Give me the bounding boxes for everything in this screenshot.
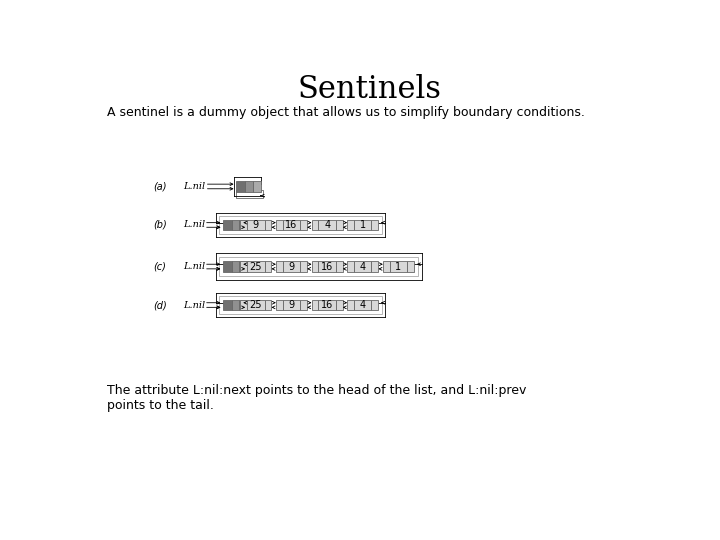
Text: 16: 16	[285, 220, 297, 230]
Bar	[354, 261, 372, 272]
Bar	[276, 220, 283, 231]
Text: 1: 1	[395, 261, 402, 272]
Text: (c): (c)	[153, 261, 166, 272]
Bar	[264, 220, 271, 231]
Bar	[372, 220, 378, 231]
Bar	[245, 181, 253, 192]
Bar	[247, 261, 264, 272]
Bar	[223, 300, 232, 310]
Text: L.nil: L.nil	[183, 301, 205, 309]
Bar	[240, 300, 247, 310]
Text: 25: 25	[250, 300, 262, 310]
Bar	[312, 261, 318, 272]
Bar	[300, 300, 307, 310]
Text: 4: 4	[360, 261, 366, 272]
Text: 4: 4	[360, 300, 366, 310]
Text: Sentinels: Sentinels	[297, 74, 441, 105]
Bar	[354, 220, 372, 231]
Text: L.nil: L.nil	[183, 262, 205, 271]
Bar	[232, 261, 240, 272]
Text: 16: 16	[321, 300, 333, 310]
Text: (b): (b)	[153, 220, 166, 230]
Bar	[240, 261, 248, 272]
Bar	[223, 261, 232, 272]
Bar	[283, 220, 300, 231]
Bar	[354, 300, 372, 310]
Bar	[336, 220, 343, 231]
Text: 9: 9	[289, 300, 294, 310]
Text: 9: 9	[289, 261, 294, 272]
Text: 1: 1	[360, 220, 366, 230]
Bar	[240, 261, 247, 272]
Bar	[247, 220, 264, 231]
Text: (a): (a)	[153, 181, 166, 192]
Bar	[407, 261, 414, 272]
Bar	[283, 261, 300, 272]
Text: 16: 16	[321, 261, 333, 272]
Bar	[276, 261, 283, 272]
Bar	[336, 300, 343, 310]
Bar	[220, 257, 418, 276]
Bar	[264, 261, 271, 272]
Text: A sentinel is a dummy object that allows us to simplify boundary conditions.: A sentinel is a dummy object that allows…	[107, 106, 585, 119]
Bar	[336, 261, 343, 272]
Bar	[312, 300, 318, 310]
Bar	[240, 220, 248, 231]
Bar	[372, 300, 378, 310]
Text: 9: 9	[253, 220, 259, 230]
Bar	[247, 300, 264, 310]
Bar	[253, 181, 261, 192]
Bar	[264, 300, 271, 310]
Bar	[372, 261, 378, 272]
Bar	[232, 300, 240, 310]
Bar	[240, 220, 247, 231]
Bar	[220, 296, 382, 314]
Bar	[318, 261, 336, 272]
Bar	[390, 261, 407, 272]
Bar	[383, 261, 390, 272]
Bar	[347, 300, 354, 310]
Text: The attribute L:nil:next points to the head of the list, and L:nil:prev
points t: The attribute L:nil:next points to the h…	[107, 384, 526, 413]
Text: L.nil: L.nil	[183, 182, 205, 191]
Bar	[300, 261, 307, 272]
Bar	[236, 181, 245, 192]
Bar	[240, 300, 248, 310]
Bar	[300, 220, 307, 231]
Text: (d): (d)	[153, 300, 166, 310]
Text: 25: 25	[250, 261, 262, 272]
Bar	[347, 220, 354, 231]
Bar	[347, 261, 354, 272]
Text: 4: 4	[324, 220, 330, 230]
Bar	[223, 220, 232, 231]
Bar	[236, 190, 263, 198]
Bar	[276, 300, 283, 310]
Bar	[318, 300, 336, 310]
Text: L.nil: L.nil	[183, 220, 205, 230]
Bar	[318, 220, 336, 231]
Bar	[220, 215, 382, 234]
Bar	[312, 220, 318, 231]
Bar	[283, 300, 300, 310]
Bar	[232, 220, 240, 231]
